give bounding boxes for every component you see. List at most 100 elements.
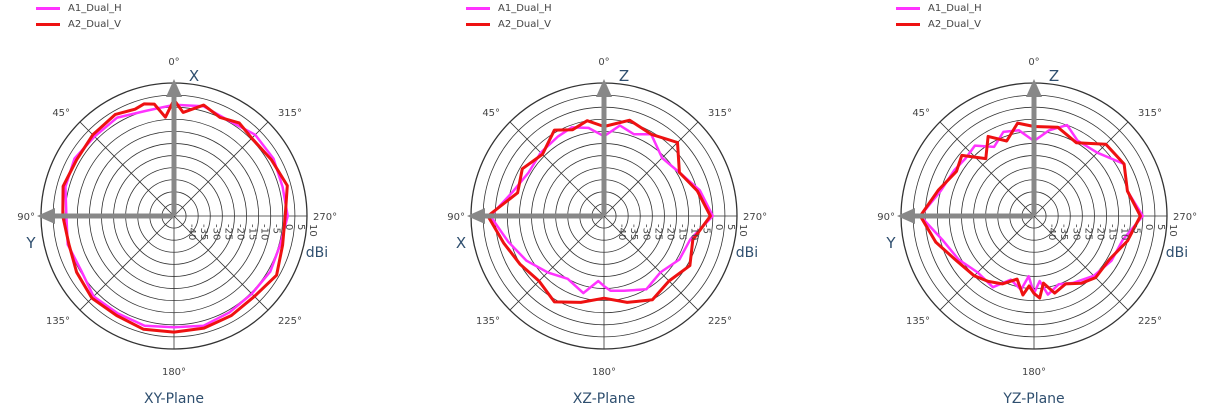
series-line-A2_Dual_V <box>918 121 1142 300</box>
radial-tick-label: -30 <box>210 224 221 240</box>
angle-label: 225° <box>708 316 732 327</box>
angle-label: 0° <box>1028 57 1039 68</box>
angle-label: 0° <box>598 57 609 68</box>
legend-swatch-a1 <box>466 6 490 10</box>
radial-tick-label: -5 <box>271 224 282 234</box>
legend-swatch-a2 <box>36 22 60 26</box>
radial-tick-label: 10 <box>1167 224 1178 237</box>
radial-gridline <box>79 215 175 311</box>
polar-chart-xz: ZX0°45°90°135°180°225°270°315°-40 -35 -30-… <box>447 57 767 407</box>
polar-panel-yz: A1_Dual_H A2_Dual_V Z Y 0° 45° 90° 135° 180° 22… <box>860 0 1219 412</box>
radial-tick-label: -5 <box>701 224 712 234</box>
radial-tick-label: -15 <box>677 224 688 240</box>
angle-label: 225° <box>1138 316 1162 327</box>
legend-swatch-a2 <box>896 22 920 26</box>
radial-tick-label: -25 <box>222 224 233 240</box>
radial-gridline <box>1033 215 1129 311</box>
axis-label-left: Y <box>885 234 896 252</box>
axis-arrowhead-up <box>166 79 182 97</box>
axis-arrowhead-left <box>467 208 485 224</box>
radial-tick-label: 5 <box>295 224 306 230</box>
angle-label: 315° <box>1138 108 1162 119</box>
radial-tick-label: -35 <box>1058 224 1069 240</box>
radial-tick-label: -15 <box>247 224 258 240</box>
angle-label: 45° <box>912 108 930 119</box>
radial-tick-label: -25 <box>652 224 663 240</box>
radial-tick-label: -10 <box>689 224 700 240</box>
legend-item-a1[interactable]: A1_Dual_H <box>896 0 982 16</box>
series-line-A1_Dual_H <box>489 124 715 295</box>
angle-label: 315° <box>278 108 302 119</box>
legend: A1_Dual_H A2_Dual_V <box>466 0 552 32</box>
legend-label-a1: A1_Dual_H <box>928 2 982 14</box>
axis-label-left: X <box>456 234 466 252</box>
radial-gridline <box>939 215 1035 311</box>
radial-tick-label: 10 <box>737 224 748 237</box>
axis-label-left: Y <box>25 234 36 252</box>
radial-tick-label: -30 <box>640 224 651 240</box>
angle-label: 90° <box>17 212 35 223</box>
polar-chart-xy: XY0°45°90°135°180°225°270°315°-40 -35 -30-… <box>17 57 337 407</box>
chart-title: XZ-Plane <box>573 391 635 407</box>
legend-item-a2[interactable]: A2_Dual_V <box>466 16 552 32</box>
angle-label: 270° <box>1173 212 1197 223</box>
radial-unit-label: dBi <box>736 245 758 261</box>
axis-arrowhead-up <box>1026 79 1042 97</box>
radial-gridline <box>603 215 699 311</box>
angle-label: 135° <box>476 316 500 327</box>
radial-unit-label: dBi <box>306 245 328 261</box>
legend-label-a1: A1_Dual_H <box>68 2 122 14</box>
radial-tick-label: -20 <box>1094 224 1105 240</box>
legend-swatch-a2 <box>466 22 490 26</box>
angle-label: 0° <box>168 57 179 68</box>
legend-swatch-a1 <box>896 6 920 10</box>
legend-item-a2[interactable]: A2_Dual_V <box>36 16 122 32</box>
radial-tick-label: 10 <box>307 224 318 237</box>
angle-label: 180° <box>592 367 616 378</box>
radial-tick-label: -40 <box>616 224 627 240</box>
angle-label: 180° <box>1022 367 1046 378</box>
radial-tick-label: -40 <box>186 224 197 240</box>
axis-arrowhead-left <box>897 208 915 224</box>
legend-label-a2: A2_Dual_V <box>498 18 551 30</box>
series-line-A2_Dual_V <box>486 118 712 304</box>
radial-tick-label: -25 <box>1082 224 1093 240</box>
polar-panel-xz: A1_Dual_H A2_Dual_V Z X 0° 45° 90° 135° 180° 22… <box>430 0 860 412</box>
axis-label-up: Z <box>619 67 629 85</box>
radial-tick-label: 5 <box>725 224 736 230</box>
radial-gridline <box>1033 121 1129 217</box>
angle-label: 45° <box>52 108 70 119</box>
legend-swatch-a1 <box>36 6 60 10</box>
radial-gridline <box>509 215 605 311</box>
legend: A1_Dual_H A2_Dual_V <box>36 0 122 32</box>
legend-item-a1[interactable]: A1_Dual_H <box>466 0 552 16</box>
radial-tick-label: -35 <box>628 224 639 240</box>
axis-arrowhead-left <box>37 208 55 224</box>
angle-label: 225° <box>278 316 302 327</box>
angle-label: 135° <box>46 316 70 327</box>
angle-label: 270° <box>313 212 337 223</box>
series-line-A1_Dual_H <box>64 103 289 329</box>
legend-item-a2[interactable]: A2_Dual_V <box>896 16 982 32</box>
radial-tick-label: -5 <box>1131 224 1142 234</box>
angle-label: 90° <box>447 212 465 223</box>
radial-tick-label: -10 <box>1119 224 1130 240</box>
axis-arrowhead-up <box>596 79 612 97</box>
radial-tick-label: -40 <box>1046 224 1057 240</box>
legend-label-a1: A1_Dual_H <box>498 2 552 14</box>
angle-label: 270° <box>743 212 767 223</box>
radial-tick-label: 0 <box>283 224 294 230</box>
legend-item-a1[interactable]: A1_Dual_H <box>36 0 122 16</box>
radial-tick-label: -15 <box>1107 224 1118 240</box>
angle-label: 315° <box>708 108 732 119</box>
radial-tick-label: 0 <box>1143 224 1154 230</box>
radial-gridline <box>509 121 605 217</box>
angle-label: 135° <box>906 316 930 327</box>
legend: A1_Dual_H A2_Dual_V <box>896 0 982 32</box>
axis-label-up: X <box>189 67 199 85</box>
radial-tick-label: 5 <box>1155 224 1166 230</box>
angle-label: 180° <box>162 367 186 378</box>
polar-panel-xy: A1_Dual_H A2_Dual_V X Y 0° 45° 90° 135° 180° 22… <box>0 0 430 412</box>
angle-label: 90° <box>877 212 895 223</box>
radial-gridline <box>79 121 175 217</box>
